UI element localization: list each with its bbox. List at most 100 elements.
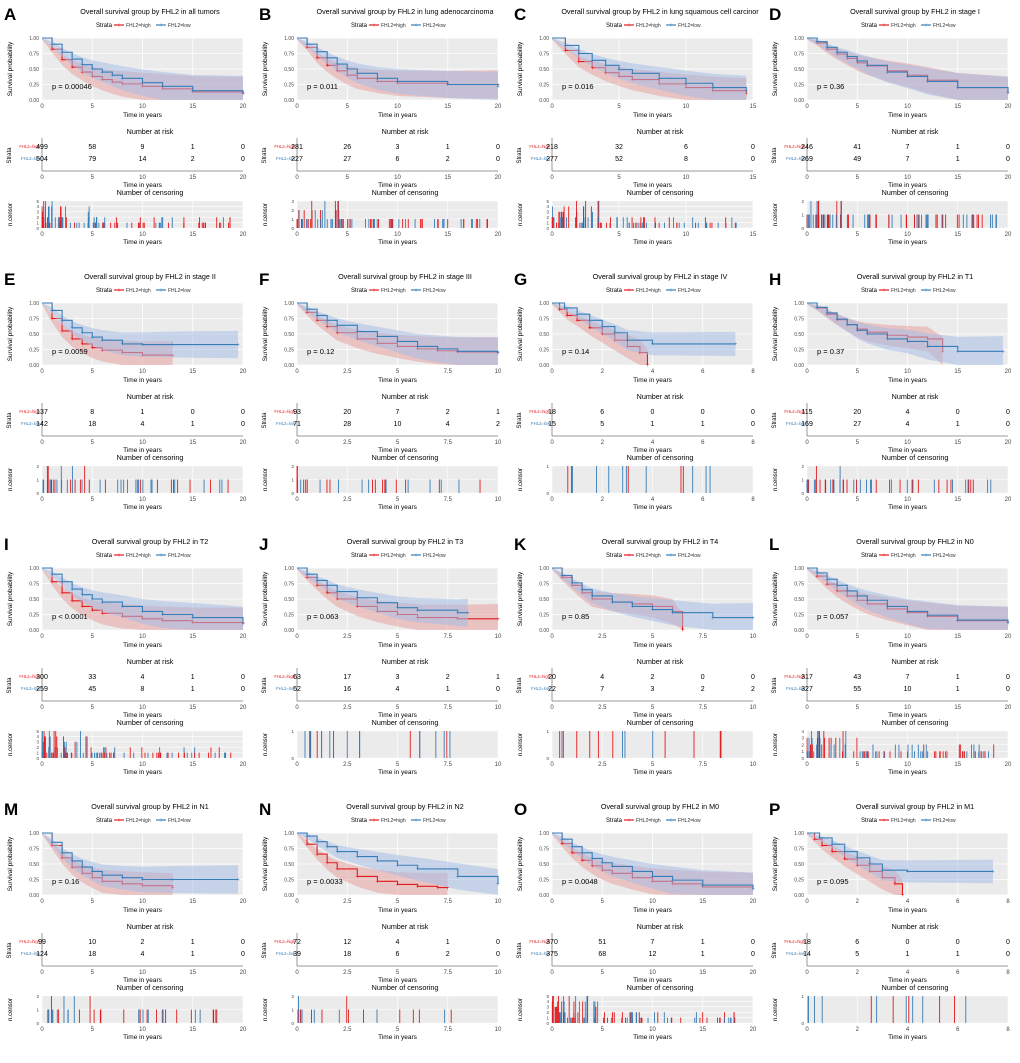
censor-y-tick-label: 1 [801,994,804,999]
risk-table-title: Number at risk [892,922,939,931]
risk-count-low: 227 [291,156,303,163]
risk-count-high: 1 [956,144,960,151]
km-x-axis-label: Time in years [123,377,163,384]
km-y-tick-label: 0.50 [539,332,549,338]
km-x-axis-label: Time in years [123,112,163,119]
risk-count-high: 7 [651,939,655,946]
risk-count-high: 0 [241,144,245,151]
censor-mark-low: + [325,56,329,62]
censor-mark-high: + [575,319,579,325]
censor-x-tick-label: 20 [750,1027,757,1033]
censor-x-axis-label: Time in years [633,239,673,246]
legend-title: Strata [606,818,623,824]
censor-mark-high: + [90,346,94,352]
censor-mark-low: + [376,601,380,607]
censor-mark-low: + [926,345,930,351]
censor-mark-low: + [590,594,594,600]
censor-mark-high: + [325,861,329,867]
risk-row-label-high: FHL2=high [19,409,40,414]
legend-high-label: FHL2=high [636,288,661,294]
legend-low-label: FHL2=low [423,288,446,294]
ci-band-high [807,833,903,895]
risk-count-low: 12 [649,951,657,958]
km-x-tick-label: 5 [91,104,95,110]
risk-count-high: 0 [1006,939,1010,946]
km-y-tick-label: 0.25 [29,348,39,354]
km-y-tick-label: 0.25 [794,878,804,884]
censor-mark-low: + [241,91,245,97]
censor-mark-low: + [580,588,584,594]
chart-title: Overall survival group by FHL2 in lung s… [561,7,759,16]
km-x-tick-label: 7.5 [444,899,453,905]
legend-low-label: FHL2=low [678,553,701,559]
censor-plot-title: Number of censoring [882,718,949,727]
p-value-label: p = 0.37 [817,347,844,356]
km-x-tick-label: 0 [40,899,44,905]
censor-mark-high: + [60,856,64,862]
risk-count-low: 1 [191,421,195,428]
risk-x-tick-label: 10 [904,440,911,446]
risk-count-high: 370 [546,939,558,946]
censor-y-axis-label: n.censor [773,203,779,226]
p-value-label: p = 0.12 [307,347,334,356]
censor-mark-low: + [835,50,839,56]
censor-x-axis-label: Time in years [123,239,163,246]
legend-low-label: FHL2=low [933,288,956,294]
km-x-tick-label: 10 [139,369,146,375]
risk-x-axis-label: Time in years [633,182,673,189]
risk-x-tick-label: 20 [1005,175,1012,181]
censor-x-tick-label: 5 [396,1027,400,1033]
p-value-label: p = 0.0033 [307,877,343,886]
risk-x-tick-label: 2.5 [343,440,352,446]
censor-x-axis-label: Time in years [888,504,928,511]
panel-letter: M [4,800,18,819]
km-x-tick-label: 7.5 [444,369,453,375]
censor-x-tick-label: 2.5 [598,762,607,768]
censor-mark-low: + [456,611,460,617]
risk-count-low: 68 [598,951,606,958]
legend-low-marker: + [159,23,163,29]
panel-o: O Overall survival group by FHL2 in M0 Str… [514,800,757,1041]
risk-count-low: 55 [853,686,861,693]
legend-high-marker: + [882,288,886,294]
censor-mark-low: + [80,865,84,871]
chart-title: Overall survival group by FHL2 in N0 [856,537,973,546]
km-y-tick-label: 0.00 [794,893,804,899]
censor-mark-low: + [121,342,125,348]
risk-count-high: 4 [396,939,400,946]
legend-high-label: FHL2=high [381,553,406,559]
legend-title: Strata [351,23,368,29]
ci-band-low [297,568,468,627]
censor-x-tick-label: 15 [189,1027,196,1033]
censor-plot-title: Number of censoring [117,188,184,197]
censor-mark-high: + [835,589,839,595]
censor-mark-low: + [305,834,309,840]
censor-y-axis-label: n.censor [263,998,269,1021]
risk-count-high: 0 [956,939,960,946]
censor-mark-low: + [855,328,859,334]
km-x-tick-label: 10 [904,634,911,640]
censor-y-tick-label: 5 [546,994,549,999]
censor-mark-low: + [855,594,859,600]
legend-low-marker: + [924,818,928,824]
km-x-tick-label: 20 [1005,634,1012,640]
risk-count-low: 1 [651,421,655,428]
censor-x-tick-label: 15 [189,497,196,503]
legend-low-marker: + [924,553,928,559]
km-x-tick-label: 10 [495,369,502,375]
risk-count-low: 22 [548,686,556,693]
risk-row-label-low: FHL2=low [531,156,551,161]
censor-x-tick-label: 2.5 [343,762,352,768]
km-y-tick-label: 0.50 [29,332,39,338]
risk-count-high: 499 [36,144,48,151]
censor-plot-title: Number of censoring [372,718,439,727]
km-curve-low [552,302,736,345]
legend-low-marker: + [669,288,673,294]
risk-count-low: 4 [906,421,910,428]
risk-x-tick-label: 15 [699,970,706,976]
risk-count-low: 1 [446,686,450,693]
risk-count-low: 259 [36,686,48,693]
legend-title: Strata [861,553,878,559]
risk-count-high: 4 [600,674,604,681]
